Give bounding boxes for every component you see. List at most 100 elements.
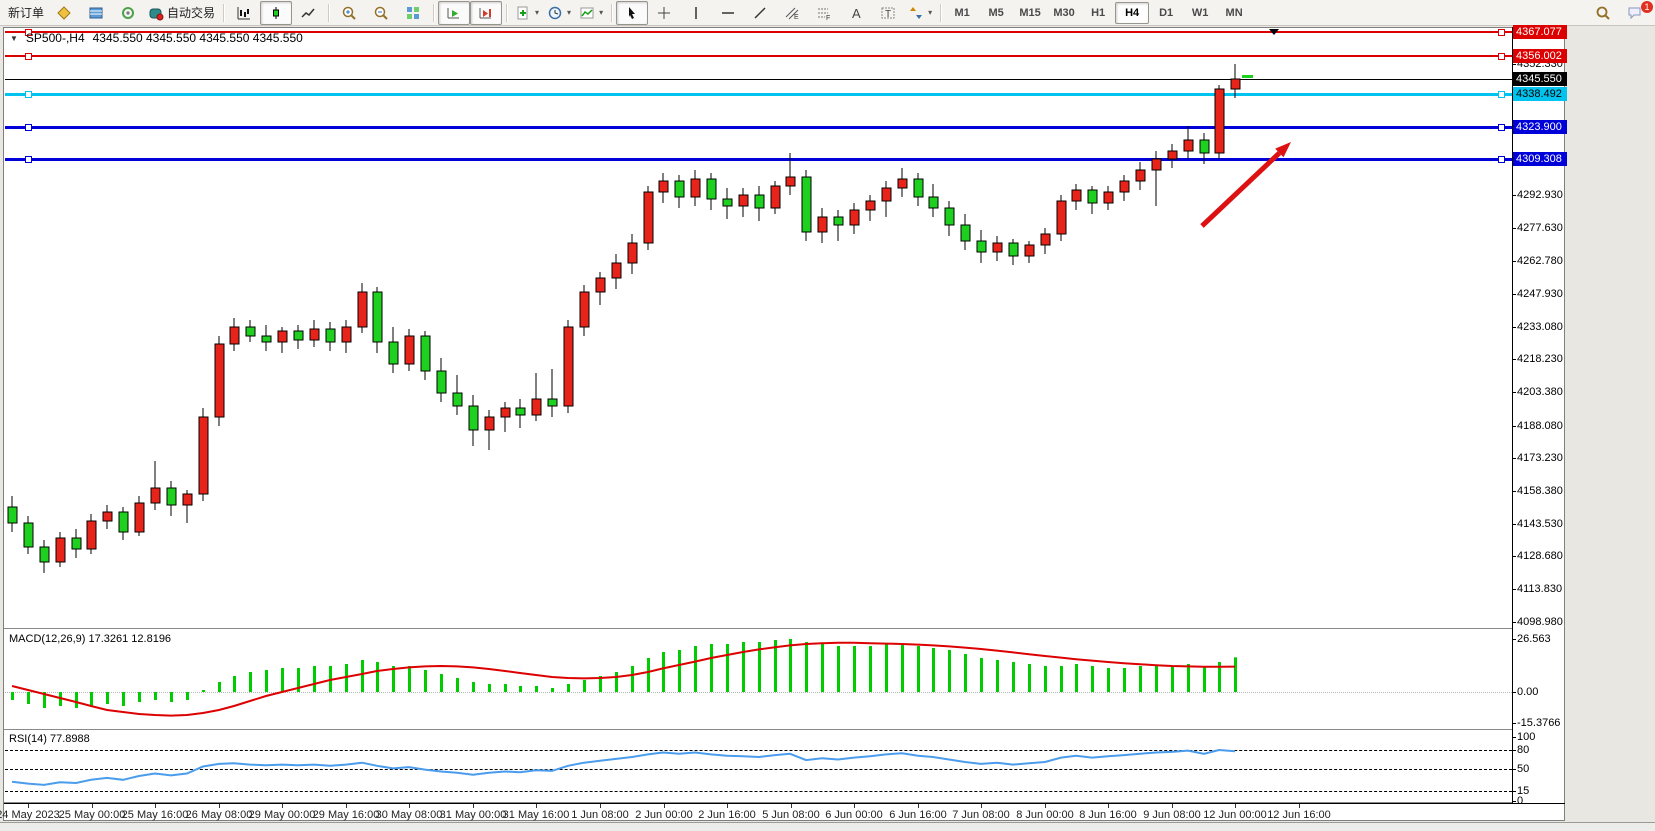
date-label[interactable]: 8 Jun 00:00 <box>1016 809 1074 821</box>
search-button[interactable] <box>1587 1 1619 25</box>
rsi-axis-label: 0 <box>1517 795 1524 807</box>
vertical-line-button[interactable] <box>680 1 712 25</box>
timeframe-M15[interactable]: M15 <box>1019 6 1041 19</box>
date-label[interactable]: 29 May 00:00 <box>248 809 316 821</box>
hline-handle[interactable] <box>25 91 32 98</box>
hline-4356.002[interactable] <box>5 55 1512 57</box>
date-label[interactable]: 5 Jun 08:00 <box>762 809 820 821</box>
date-label[interactable]: 30 May 08:00 <box>375 809 443 821</box>
add-indicator-button[interactable]: ▾ <box>511 1 543 25</box>
date-label[interactable]: 1 Jun 08:00 <box>571 809 629 821</box>
date-tick <box>219 804 220 808</box>
chart-plot-area[interactable] <box>5 28 1512 803</box>
price-tick <box>1512 589 1516 590</box>
candlestick-chart-button[interactable] <box>260 0 293 25</box>
date-tick <box>1235 804 1236 808</box>
hline-4345.550[interactable] <box>5 79 1512 80</box>
zoom-in-icon <box>342 6 356 20</box>
date-label[interactable]: 31 May 00:00 <box>439 809 507 821</box>
timeframe-H4[interactable]: H4 <box>1115 1 1150 24</box>
date-tick <box>536 804 537 808</box>
market-watch-icon <box>89 7 103 18</box>
date-label[interactable]: 26 May 08:00 <box>185 809 253 821</box>
date-label[interactable]: 31 May 16:00 <box>502 809 570 821</box>
hline-handle[interactable] <box>1498 156 1505 163</box>
periods-button[interactable]: ▾ <box>543 1 575 25</box>
auto-scroll-button[interactable] <box>438 0 471 25</box>
price-tick-label: 4277.630 <box>1517 222 1563 234</box>
tile-windows-button[interactable] <box>397 1 429 25</box>
templates-button[interactable]: ▾ <box>575 1 607 25</box>
date-label[interactable]: 7 Jun 08:00 <box>952 809 1010 821</box>
rsi-axis-tick <box>1512 791 1516 792</box>
timeframe-W1[interactable]: W1 <box>1191 6 1209 19</box>
svg-text:A: A <box>852 6 861 21</box>
date-label[interactable]: 29 May 16:00 <box>312 809 380 821</box>
date-label[interactable]: 25 May 16:00 <box>121 809 189 821</box>
navigator-button[interactable] <box>112 1 144 25</box>
chart-shift-button[interactable] <box>470 0 503 25</box>
timeframe-MN[interactable]: MN <box>1225 6 1243 19</box>
date-label[interactable]: 9 Jun 08:00 <box>1143 809 1201 821</box>
arrows-button[interactable]: ▾ <box>904 1 936 25</box>
panel-separator <box>4 730 1512 731</box>
navigator-icon <box>122 6 135 19</box>
text-icon: A <box>852 6 861 21</box>
hline-4338.492[interactable] <box>5 93 1512 96</box>
timeframe-M5[interactable]: M5 <box>988 6 1004 19</box>
price-tick <box>1512 491 1516 492</box>
hline-handle[interactable] <box>1498 53 1505 60</box>
crosshair-button[interactable] <box>648 1 680 25</box>
hline-handle[interactable] <box>25 124 32 131</box>
date-label[interactable]: 6 Jun 00:00 <box>825 809 883 821</box>
rsi-level-15 <box>5 791 1512 792</box>
text-label-button[interactable]: T <box>872 1 904 25</box>
hline-handle[interactable] <box>25 29 32 36</box>
new-order-button[interactable]: 新订单 <box>4 1 48 25</box>
zoom-out-button[interactable] <box>365 1 397 25</box>
hline-handle[interactable] <box>1498 124 1505 131</box>
search-icon <box>1596 6 1610 20</box>
price-tick <box>1512 392 1516 393</box>
price-tick <box>1512 64 1516 65</box>
text-button[interactable]: A <box>840 1 872 25</box>
bar-chart-button[interactable] <box>228 1 260 25</box>
market-watch-button[interactable] <box>80 1 112 25</box>
collapse-arrow-icon[interactable]: ▼ <box>10 33 18 43</box>
date-label[interactable]: 2 Jun 16:00 <box>698 809 756 821</box>
hline-4367.077[interactable] <box>5 31 1512 33</box>
price-tick-label: 4098.980 <box>1517 616 1563 628</box>
price-tick <box>1512 327 1516 328</box>
timeframe-M1[interactable]: M1 <box>954 6 970 19</box>
hline-4309.308[interactable] <box>5 158 1512 161</box>
date-label[interactable]: 12 Jun 16:00 <box>1267 809 1331 821</box>
price-tick <box>1512 524 1516 525</box>
fibonacci-button[interactable]: F <box>808 1 840 25</box>
trendline-button[interactable] <box>744 1 776 25</box>
hline-handle[interactable] <box>25 53 32 60</box>
rsi-axis-tick <box>1512 769 1516 770</box>
chat-button[interactable]: 1 <box>1619 0 1653 25</box>
horizontal-line-button[interactable] <box>712 1 744 25</box>
hline-4323.900[interactable] <box>5 126 1512 129</box>
chart-shift-icon <box>479 7 492 18</box>
hline-handle[interactable] <box>25 156 32 163</box>
hline-handle[interactable] <box>1498 29 1505 36</box>
date-label[interactable]: 24 May 2023 <box>0 809 60 821</box>
zoom-in-button[interactable] <box>333 1 365 25</box>
date-label[interactable]: 12 Jun 00:00 <box>1203 809 1267 821</box>
timeframe-D1[interactable]: D1 <box>1159 6 1174 19</box>
charts-profile-button[interactable] <box>48 1 80 25</box>
timeframe-M30[interactable]: M30 <box>1053 6 1075 19</box>
date-label[interactable]: 8 Jun 16:00 <box>1079 809 1137 821</box>
auto-trading-button[interactable]: 自动交易 <box>144 1 219 25</box>
timeframe-H1[interactable]: H1 <box>1091 6 1106 19</box>
date-label[interactable]: 2 Jun 00:00 <box>635 809 693 821</box>
equidistant-channel-button[interactable]: E <box>776 1 808 25</box>
date-label[interactable]: 25 May 00:00 <box>58 809 126 821</box>
line-chart-button[interactable] <box>292 1 324 25</box>
price-tick-label: 4203.380 <box>1517 386 1563 398</box>
cursor-button[interactable] <box>616 0 649 25</box>
date-label[interactable]: 6 Jun 16:00 <box>889 809 947 821</box>
hline-handle[interactable] <box>1498 91 1505 98</box>
